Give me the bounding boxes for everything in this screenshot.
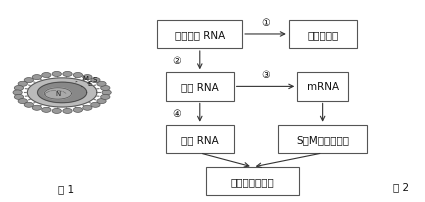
Ellipse shape	[13, 90, 22, 96]
Ellipse shape	[101, 95, 110, 100]
Ellipse shape	[73, 73, 82, 78]
Text: N: N	[55, 91, 60, 97]
Text: 负链 RNA: 负链 RNA	[181, 82, 219, 92]
Ellipse shape	[42, 108, 51, 113]
Ellipse shape	[91, 103, 100, 108]
Ellipse shape	[101, 86, 110, 91]
Text: 非结构蛋白: 非结构蛋白	[307, 30, 338, 40]
Polygon shape	[44, 88, 71, 100]
Ellipse shape	[83, 106, 92, 111]
Ellipse shape	[24, 78, 34, 83]
Polygon shape	[27, 79, 97, 107]
Text: 图 1: 图 1	[58, 183, 74, 193]
Text: S、M等结构蛋白: S、M等结构蛋白	[296, 134, 349, 144]
Ellipse shape	[52, 72, 62, 77]
Ellipse shape	[97, 99, 106, 104]
Ellipse shape	[97, 82, 106, 87]
Text: ①: ①	[261, 18, 270, 28]
Ellipse shape	[102, 90, 111, 96]
Ellipse shape	[63, 72, 72, 77]
Text: ④: ④	[172, 108, 181, 118]
Polygon shape	[37, 83, 87, 103]
Ellipse shape	[18, 99, 27, 104]
Text: M: M	[76, 76, 88, 83]
Ellipse shape	[73, 108, 82, 113]
FancyBboxPatch shape	[297, 73, 348, 101]
Text: ③: ③	[261, 70, 270, 80]
Ellipse shape	[63, 109, 72, 114]
Ellipse shape	[91, 78, 100, 83]
Text: 组装成子代病毒: 组装成子代病毒	[231, 176, 275, 186]
Text: E: E	[81, 80, 92, 87]
Ellipse shape	[32, 106, 42, 111]
FancyBboxPatch shape	[166, 73, 234, 101]
FancyBboxPatch shape	[166, 125, 234, 153]
Text: ②: ②	[172, 56, 181, 66]
Ellipse shape	[32, 75, 42, 80]
Text: 图 2: 图 2	[393, 181, 409, 191]
FancyBboxPatch shape	[206, 167, 299, 195]
FancyBboxPatch shape	[278, 125, 367, 153]
Ellipse shape	[42, 73, 51, 78]
Text: 冠状病毒 RNA: 冠状病毒 RNA	[175, 30, 225, 40]
Text: 正链 RNA: 正链 RNA	[181, 134, 219, 144]
Ellipse shape	[52, 109, 62, 114]
Ellipse shape	[14, 86, 24, 91]
Ellipse shape	[24, 103, 34, 108]
Text: S: S	[88, 77, 97, 84]
Ellipse shape	[18, 82, 27, 87]
FancyBboxPatch shape	[289, 21, 357, 49]
FancyBboxPatch shape	[157, 21, 242, 49]
Ellipse shape	[14, 95, 24, 100]
Text: mRNA: mRNA	[306, 82, 339, 92]
Ellipse shape	[83, 75, 92, 80]
